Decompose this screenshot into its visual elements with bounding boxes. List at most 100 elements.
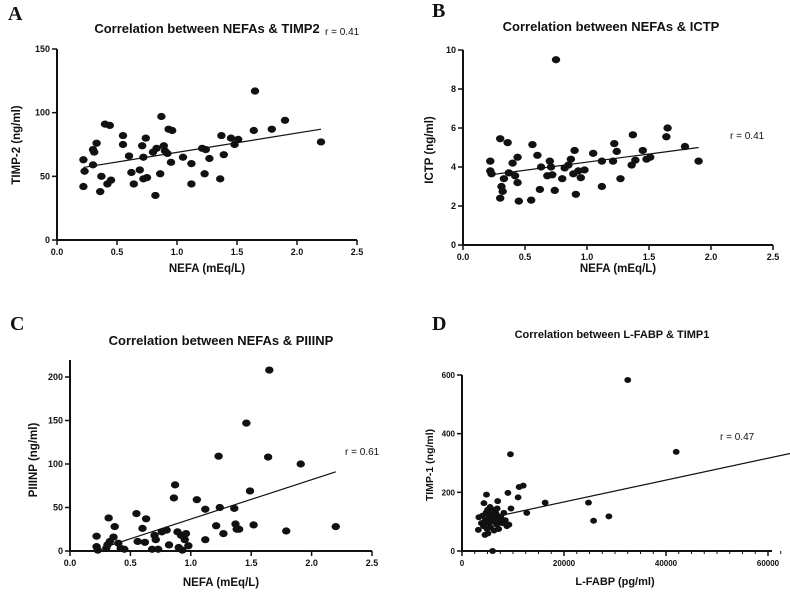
x-tick-label: 40000: [655, 559, 678, 568]
data-point: [495, 526, 503, 532]
panel-letter: B: [432, 0, 445, 22]
data-point: [296, 460, 305, 468]
data-point: [580, 166, 589, 174]
data-point: [178, 153, 188, 161]
data-point: [205, 154, 214, 163]
y-tick-label: 100: [48, 459, 63, 469]
data-point: [267, 125, 276, 133]
panel-letter: A: [8, 3, 23, 25]
x-tick-label: 1.5: [231, 247, 244, 257]
data-point: [230, 504, 239, 512]
plot-area: 0.0 0.5 1.0 1.5 2.0 2.5 0 50 100 150 r = 0.41: [35, 27, 363, 257]
data-point: [680, 142, 690, 151]
data-point: [514, 197, 523, 205]
x-tick-label: 20000: [553, 559, 576, 568]
plot-area: 0 20000 40000 60000 0 200 400 600 r = 0.47: [442, 371, 790, 568]
panel-letter: C: [10, 313, 24, 335]
data-point: [97, 172, 106, 180]
data-point: [92, 139, 101, 147]
regression-line: [496, 452, 790, 517]
data-point: [331, 523, 340, 531]
x-tick-label: 2.5: [366, 558, 379, 568]
x-tick-label: 2.0: [291, 247, 304, 257]
y-tick-label: 150: [48, 416, 63, 426]
y-tick-label: 0: [45, 235, 50, 245]
x-tick-label: 2.5: [351, 247, 364, 257]
correlation-label: r = 0.61: [345, 447, 380, 458]
data-point: [153, 545, 163, 553]
panel-a: A Correlation between NEFAs & TIMP2 NEFA…: [8, 3, 363, 275]
data-point: [250, 87, 260, 95]
data-point: [249, 521, 258, 529]
x-tick-label: 0.0: [457, 252, 470, 262]
x-tick-label: 1.5: [643, 252, 656, 262]
y-tick-label: 200: [442, 488, 456, 497]
data-point: [576, 174, 585, 182]
plot-area: 0.0 0.5 1.0 1.5 2.0 2.5 0 50 100 150 200 r = 0.61: [48, 360, 380, 568]
data-point: [181, 530, 191, 538]
data-point: [612, 147, 621, 155]
data-point: [624, 376, 632, 383]
data-point: [481, 518, 488, 525]
data-point: [487, 170, 496, 178]
correlation-label: r = 0.41: [730, 131, 765, 142]
data-point: [124, 152, 134, 160]
x-tick-label: 1.0: [581, 252, 594, 262]
data-point: [282, 527, 291, 535]
data-point: [694, 157, 703, 165]
data-point: [170, 481, 180, 489]
regression-line: [106, 471, 336, 548]
data-point: [545, 157, 554, 165]
y-tick-label: 6: [451, 123, 456, 133]
y-tick-label: 0: [451, 547, 456, 556]
data-point: [533, 151, 542, 159]
y-axis-label: TIMP-1 (ng/ml): [424, 429, 436, 501]
data-point: [234, 525, 244, 533]
data-point: [496, 194, 505, 202]
data-point: [570, 146, 579, 155]
y-axis-label: PIIINP (ng/ml): [28, 423, 40, 498]
data-point: [505, 521, 513, 528]
data-point: [589, 149, 598, 157]
x-tick-label: 1.5: [245, 558, 258, 568]
data-point: [141, 134, 150, 142]
x-tick-label: 0.0: [64, 558, 77, 568]
data-point: [585, 499, 592, 506]
panel-c: C Correlation between NEFAs & PIIINP NEF…: [10, 313, 380, 589]
data-point: [483, 491, 490, 498]
x-tick-label: 0.5: [519, 252, 532, 262]
data-point: [216, 175, 225, 183]
data-point: [118, 140, 128, 149]
x-axis-label: NEFA (mEq/L): [183, 577, 259, 589]
data-point: [157, 112, 166, 121]
data-point: [493, 505, 501, 512]
data-point: [528, 140, 537, 149]
data-point: [151, 536, 160, 544]
data-point: [496, 135, 505, 143]
data-point: [168, 126, 177, 135]
data-point: [503, 139, 512, 147]
data-point: [662, 133, 671, 141]
data-point: [142, 174, 152, 182]
y-tick-label: 8: [451, 84, 456, 94]
data-point: [498, 187, 507, 195]
data-point: [280, 116, 290, 124]
chart-title: Correlation between L-FABP & TIMP1: [515, 329, 710, 341]
y-tick-label: 400: [442, 430, 456, 439]
data-point: [249, 126, 258, 135]
data-point: [548, 171, 557, 179]
y-axis-label: TIMP-2 (ng/ml): [11, 105, 23, 184]
data-point: [226, 134, 236, 142]
y-tick-label: 4: [451, 162, 456, 172]
y-tick-label: 2: [451, 201, 456, 211]
data-point: [489, 548, 496, 554]
data-point: [590, 517, 597, 524]
x-tick-label: 0.5: [111, 247, 124, 257]
correlation-label: r = 0.41: [325, 27, 360, 38]
x-tick-label: 2.0: [705, 252, 718, 262]
data-point: [316, 138, 326, 146]
panel-letter: D: [432, 313, 446, 335]
x-axis-label: NEFA (mEq/L): [580, 263, 656, 275]
data-point: [474, 526, 482, 533]
